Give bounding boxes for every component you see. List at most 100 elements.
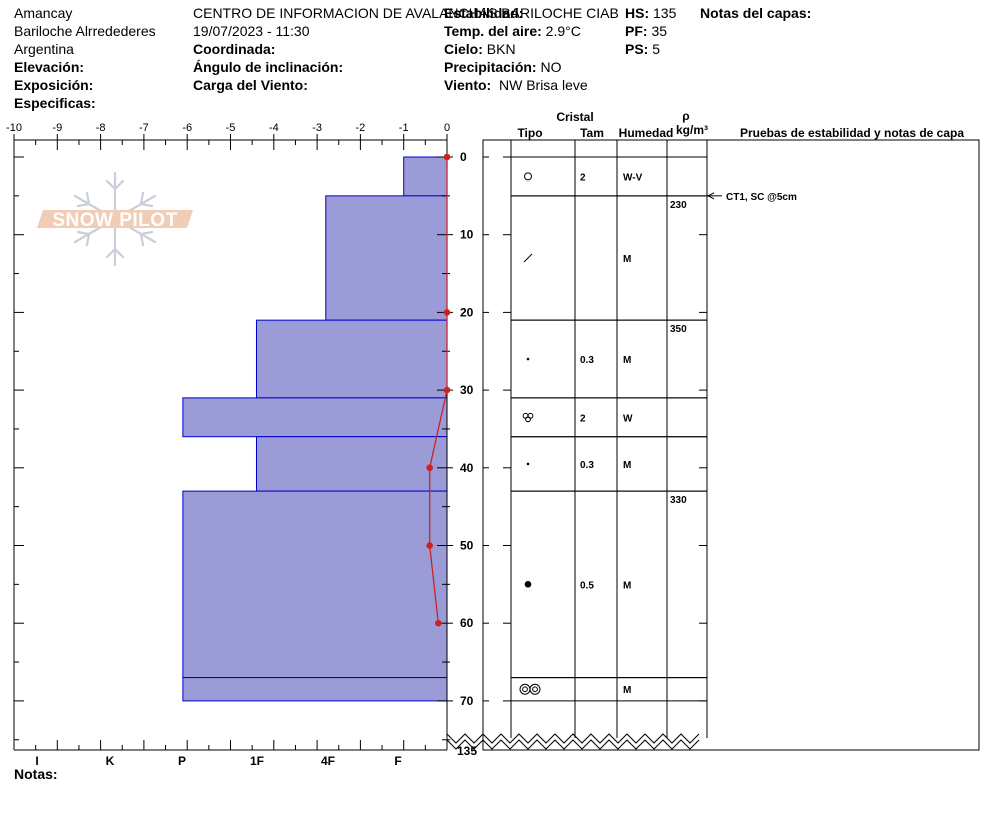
grain-size-value: 0.5 — [580, 580, 594, 591]
grain-ring — [522, 686, 528, 693]
depth-tick-label: 10 — [460, 228, 474, 242]
layer-notes-label: Notas del capas: — [700, 5, 812, 21]
moisture-value: M — [623, 254, 631, 265]
notes-label: Notas: — [14, 766, 58, 782]
grain-symbol-icon — [519, 683, 541, 695]
depth-break-zigzag — [446, 739, 700, 750]
temp-tick-label: -1 — [399, 122, 409, 134]
grain-symbol-icon — [524, 172, 532, 181]
temperature-point — [443, 309, 451, 316]
temperature-point — [443, 153, 451, 161]
snowpilot-logo: SNOW PILOT — [37, 171, 193, 267]
hardness-axis-label: I — [35, 754, 38, 768]
grain-symbol-icon — [523, 253, 533, 263]
temperature-point — [435, 619, 442, 627]
hardness-layer-bar — [182, 397, 448, 438]
hardness-layer-bar — [403, 156, 448, 197]
depth-break-zigzag — [446, 733, 700, 744]
hardness-layer-bar — [182, 677, 448, 702]
logo-text: SNOW PILOT — [52, 210, 177, 231]
col-humedad: Humedad — [619, 126, 674, 140]
moisture-value: M — [623, 355, 631, 366]
hardness-axis-label: K — [106, 754, 115, 768]
slope-label: Ángulo de inclinación: — [193, 59, 344, 75]
coordinate-label: Coordinada: — [193, 41, 276, 57]
depth-tick-label: 20 — [460, 305, 474, 319]
specifics-label: Especificas: — [14, 95, 96, 111]
wind: Viento: NW Brisa leve — [444, 77, 588, 93]
col-rho: ρ — [682, 109, 689, 123]
ps-value: PS: 5 — [625, 41, 661, 57]
temperature-point — [426, 542, 433, 549]
col-tam: Tam — [580, 126, 604, 140]
elevation-label: Elevación: — [14, 59, 85, 75]
grain-ring — [532, 686, 538, 693]
moisture-value: M — [623, 460, 631, 471]
grain-symbol-icon — [522, 412, 534, 423]
hardness-layer-bar — [325, 195, 448, 321]
hardness-layer-bar — [255, 319, 448, 399]
moisture-value: W — [623, 413, 633, 424]
grain-size-value: 0.3 — [580, 460, 594, 471]
hardness-layer-bar — [255, 436, 448, 492]
temp-tick-label: -8 — [96, 122, 106, 134]
center-name: CENTRO DE INFORMACION DE AVALANCHAS BARI… — [193, 5, 619, 21]
depth-bottom-label: 135 — [457, 744, 477, 758]
exposure-label: Exposición: — [14, 77, 94, 93]
wind-load-label: Carga del Viento: — [193, 77, 308, 93]
grain-symbol-icon — [526, 357, 530, 361]
pf-value: PF: 35 — [625, 23, 668, 39]
precipitation: Precipitación: NO — [444, 59, 562, 75]
moisture-value: W-V — [623, 172, 643, 183]
density-value: 330 — [670, 495, 687, 506]
depth-tick-label: 30 — [460, 383, 474, 397]
depth-tick-label: 60 — [460, 616, 474, 630]
temp-tick-label: 0 — [444, 122, 450, 134]
hardness-axis-label: P — [178, 754, 186, 768]
grain-symbol-icon — [524, 581, 532, 588]
test-note-text: CT1, SC @5cm — [726, 192, 797, 203]
test-note-arrowhead — [706, 192, 715, 200]
stability-label: Estabilidad: — [444, 5, 524, 21]
depth-tick-label: 70 — [460, 694, 474, 708]
temperature-point — [426, 464, 433, 472]
grain-size-value: 0.3 — [580, 355, 594, 366]
table-title-cristal: Cristal — [556, 110, 593, 124]
temp-tick-label: -7 — [139, 122, 149, 134]
col-rho-unit: kg/m³ — [676, 123, 708, 137]
sky: Cielo: BKN — [444, 41, 516, 57]
temp-tick-label: -6 — [182, 122, 192, 134]
location-name: Amancay — [14, 5, 73, 21]
hardness-axis-label: 1F — [250, 754, 264, 768]
grain-ring — [529, 683, 541, 695]
density-value: 350 — [670, 324, 687, 335]
density-value: 230 — [670, 200, 687, 211]
table-frame — [482, 139, 980, 751]
depth-tick-label: 0 — [460, 150, 467, 164]
hardness-temperature-plot: -10 -9 -8 -7 -6 -5 -4 -3 -2 -1 0010203040506070135… — [6, 122, 477, 768]
hardness-axis-label: F — [394, 754, 401, 768]
temp-tick-label: -4 — [269, 122, 279, 134]
grain-ring — [519, 683, 531, 695]
location-country: Argentina — [14, 41, 74, 57]
location-region: Bariloche Alrredederes — [14, 23, 156, 39]
temp-tick-label: -5 — [226, 122, 236, 134]
grain-size-value: 2 — [580, 413, 586, 424]
temp-tick-label: -2 — [356, 122, 366, 134]
temp-tick-label: -3 — [312, 122, 322, 134]
temperature-point — [443, 386, 451, 394]
col-tipo: Tipo — [517, 126, 542, 140]
moisture-value: M — [623, 580, 631, 591]
hardness-axis-label: 4F — [321, 754, 335, 768]
grain-ring — [525, 416, 531, 423]
depth-tick-label: 40 — [460, 461, 474, 475]
grain-size-value: 2 — [580, 172, 586, 183]
observation-datetime: 19/07/2023 - 11:30 — [193, 23, 310, 39]
grain-table: Cristal Tipo Tam Humedad ρkg/m³ Pruebas de es… — [446, 109, 980, 751]
air-temp: Temp. del aire: 2.9°C — [444, 23, 581, 39]
temp-tick-label: -9 — [52, 122, 62, 134]
temperature-line — [429, 157, 448, 624]
moisture-value: M — [623, 685, 631, 696]
col-tests: Pruebas de estabilidad y notas de capa — [740, 126, 964, 140]
